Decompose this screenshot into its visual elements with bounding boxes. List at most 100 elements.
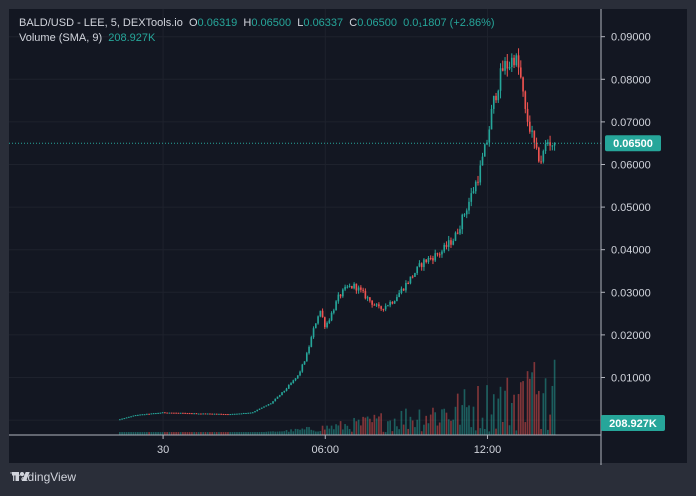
volume-bar (308, 427, 310, 435)
symbol-label[interactable]: BALD/USD - LEE, 5, DEXTools.io (19, 17, 183, 29)
candle-body (148, 413, 150, 415)
candle-body (402, 288, 405, 291)
candle-body (504, 61, 506, 71)
volume-bar (274, 431, 277, 435)
volume-bar (364, 417, 367, 435)
candle-body (218, 413, 220, 415)
candle-body (526, 108, 529, 122)
volume-bar (175, 432, 177, 435)
candle-body (373, 304, 376, 306)
open-value: 0.06319 (197, 17, 238, 29)
volume-bar (429, 414, 432, 435)
candle-body (454, 232, 457, 241)
candle-body (348, 285, 351, 287)
legend-row-volume: Volume (SMA, 9) 208.927K (19, 32, 495, 44)
candle-body (481, 156, 484, 166)
volume-bar (357, 419, 360, 435)
candle-body (441, 251, 443, 255)
candle-body (355, 283, 358, 291)
volume-bar (432, 407, 434, 435)
candle-body (463, 214, 466, 216)
volume-bar (238, 432, 241, 435)
volume-bar (213, 432, 216, 435)
candle-body (353, 283, 355, 289)
volume-bar (425, 415, 428, 435)
candle-body (177, 412, 180, 414)
volume-bar (398, 429, 400, 435)
candle-body (418, 263, 421, 267)
volume-bar (256, 432, 259, 435)
volume-bar (125, 432, 128, 435)
volume-bar (540, 428, 542, 435)
candle-body (492, 95, 495, 109)
volume-bar (267, 431, 270, 435)
volume-bar (148, 432, 150, 435)
volume-bar (542, 393, 545, 435)
volume-bar (544, 378, 547, 435)
volume-bar (166, 432, 168, 435)
candle-body (292, 380, 295, 384)
candle-body (195, 413, 198, 415)
volume-bar (441, 409, 443, 435)
candle-body (497, 90, 500, 101)
volume-bar (337, 425, 340, 435)
volume-bar (391, 431, 394, 435)
volume-bar (326, 425, 328, 435)
volume-bar (362, 416, 364, 435)
volume-bar (251, 432, 254, 435)
volume-bar (220, 432, 223, 435)
candle-body (351, 285, 353, 289)
price-tick-label: 0.08000 (611, 74, 651, 86)
volume-bar (396, 426, 398, 435)
candle-body (121, 418, 123, 420)
volume-label[interactable]: Volume (SMA, 9) (19, 32, 103, 44)
candle-body (328, 320, 331, 323)
volume-bar (515, 430, 518, 435)
volume-bar (479, 428, 482, 435)
candle-body (438, 254, 441, 256)
chart-canvas[interactable]: 0.09000 0.08000 0.07000 0.06000 0.05000 0.040… (9, 9, 689, 465)
volume-bar (438, 422, 441, 435)
candle-body (146, 413, 148, 415)
candle-body (472, 191, 475, 194)
volume-bar (402, 424, 405, 435)
candle-body (179, 412, 182, 414)
candle-body (414, 273, 416, 277)
candle-body (375, 304, 378, 306)
volume-bar (276, 431, 279, 435)
volume-bar (427, 423, 430, 435)
volume-bar (535, 394, 538, 435)
volume-bar (161, 432, 164, 435)
volume-bar (522, 381, 524, 435)
volume-bar (319, 431, 322, 435)
candle-body (155, 413, 157, 415)
volume-bar (150, 432, 153, 435)
candle-body (436, 253, 439, 255)
candle-body (290, 383, 292, 385)
chart-panel[interactable]: 0.09000 0.08000 0.07000 0.06000 0.05000 0.040… (8, 8, 689, 465)
candle-body (240, 413, 243, 415)
candle-body (258, 408, 261, 410)
volume-bar (296, 429, 299, 435)
candle-body (333, 310, 335, 313)
tradingview-footer[interactable]: TradingView (10, 470, 76, 484)
volume-bar (177, 432, 180, 435)
candle-body (168, 412, 171, 414)
candle-body (425, 259, 428, 263)
price-tick-label: 0.06000 (611, 159, 651, 171)
candle-body (161, 412, 164, 414)
volume-bar (400, 410, 403, 435)
volume-bar (407, 428, 409, 435)
volume-bar (533, 362, 536, 435)
candle-body (380, 306, 382, 309)
volume-bar (333, 429, 335, 435)
candle-body (130, 416, 132, 418)
candle-body (337, 294, 340, 302)
candle-body (319, 310, 322, 317)
candle-body (281, 392, 283, 396)
candle-body (276, 396, 279, 399)
candle-body (305, 353, 308, 362)
candle-body (483, 144, 486, 157)
volume-bar (375, 418, 378, 435)
volume-bar (287, 431, 290, 435)
